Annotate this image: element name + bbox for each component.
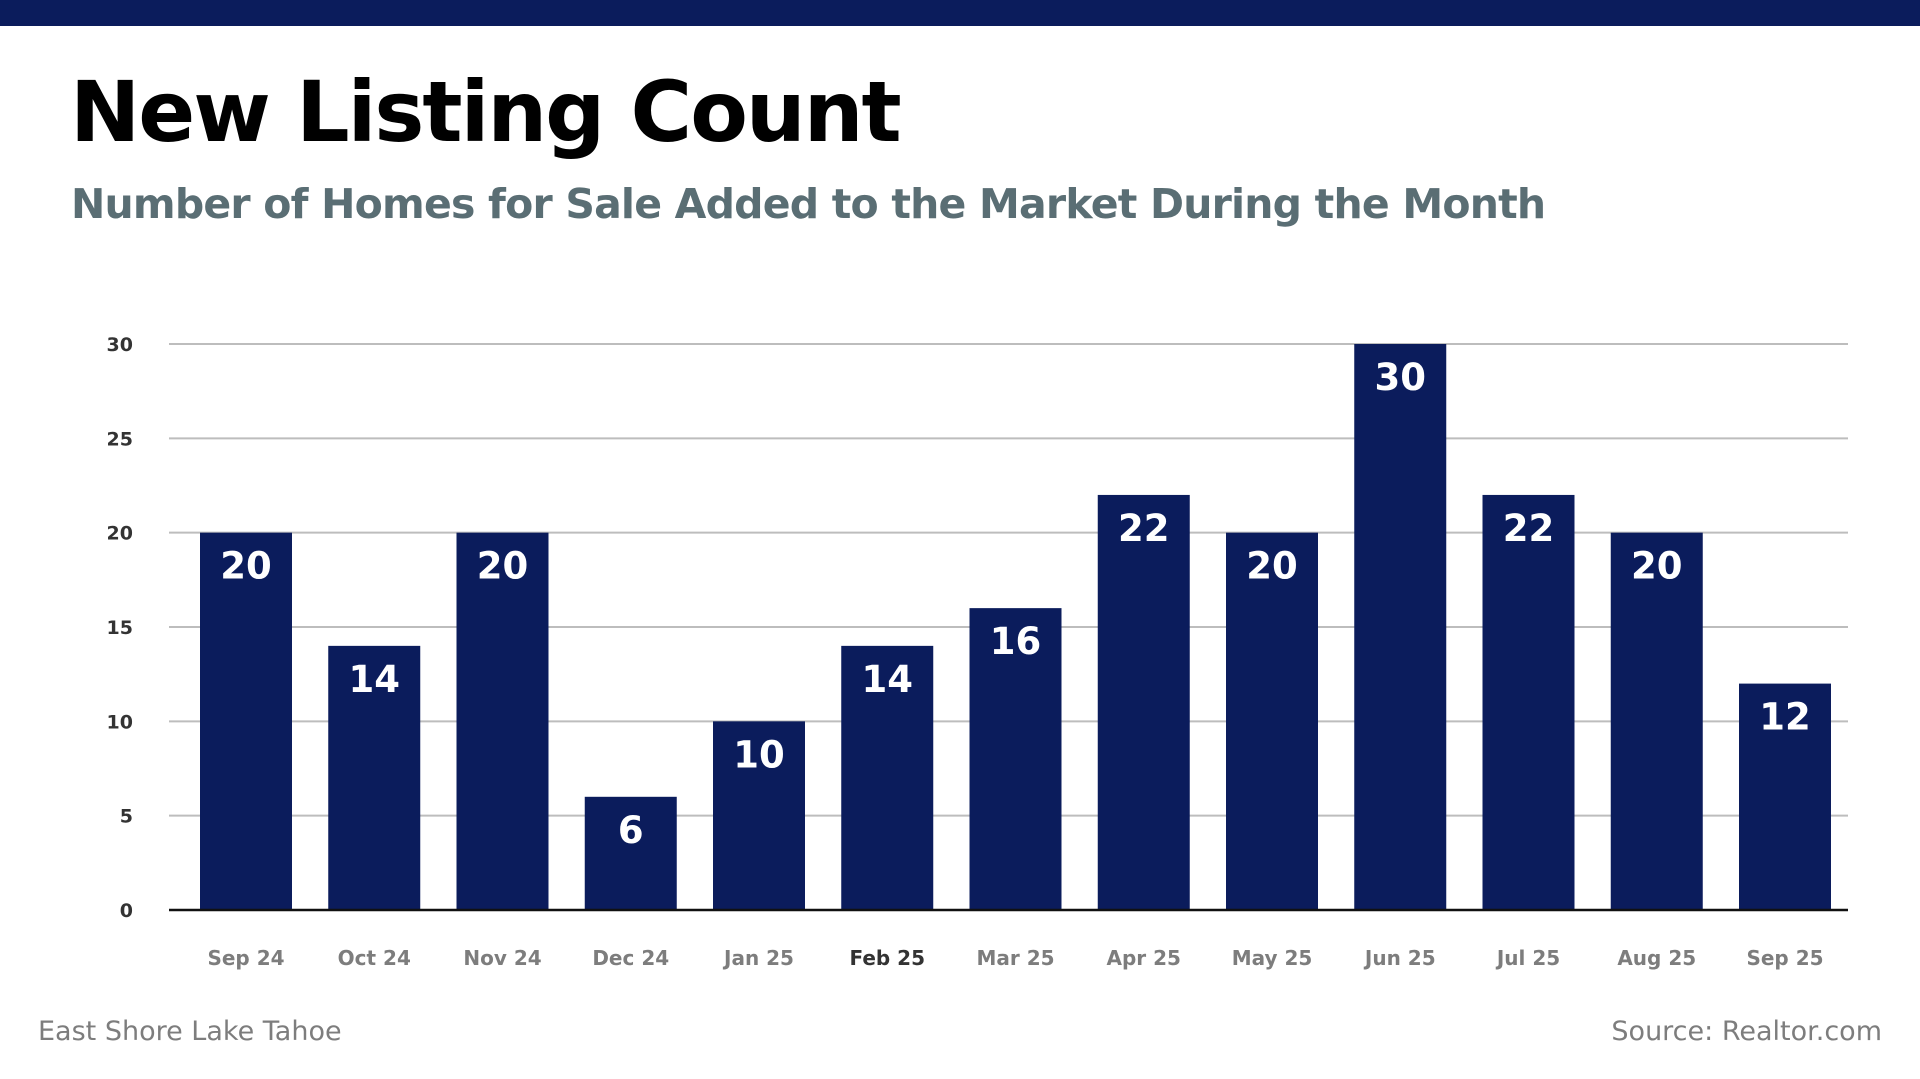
bar-data-label: 14 bbox=[862, 658, 914, 701]
y-tick-label: 30 bbox=[107, 334, 133, 356]
top-accent-bar bbox=[0, 0, 1920, 26]
x-tick-label: Dec 24 bbox=[592, 946, 669, 970]
bar bbox=[328, 645, 421, 910]
x-tick-label: Feb 25 bbox=[849, 946, 925, 970]
bar-data-label: 20 bbox=[477, 545, 529, 588]
x-axis-ticks: Sep 24 Oct 24 Nov 24 Dec 24 Jan 25 Feb 25 Mar … bbox=[207, 946, 1823, 970]
bar-data-label: 16 bbox=[990, 620, 1042, 663]
x-tick-label: Apr 25 bbox=[1107, 946, 1181, 970]
footer-region-label: East Shore Lake Tahoe bbox=[38, 1016, 342, 1047]
y-tick-label: 10 bbox=[107, 711, 133, 733]
bar-data-label: 20 bbox=[1246, 545, 1298, 588]
y-tick-label: 25 bbox=[107, 428, 133, 450]
bar-data-labels: 20 14 20 6 10 14 16 22 20 30 22 20 12 bbox=[220, 356, 1811, 852]
bar-data-label: 20 bbox=[220, 545, 272, 588]
bar-data-label: 22 bbox=[1118, 507, 1170, 550]
y-tick-label: 15 bbox=[107, 617, 133, 639]
footer-source-label: Source: Realtor.com bbox=[1611, 1016, 1882, 1047]
bar bbox=[1610, 532, 1703, 910]
bar-data-label: 10 bbox=[733, 733, 785, 776]
x-tick-label: Aug 25 bbox=[1617, 946, 1696, 970]
y-tick-label: 0 bbox=[120, 900, 133, 922]
x-tick-label: May 25 bbox=[1232, 946, 1313, 970]
bar-data-label: 12 bbox=[1759, 696, 1811, 739]
bars bbox=[200, 344, 1831, 910]
x-tick-label: Jan 25 bbox=[722, 946, 794, 970]
bar-data-label: 22 bbox=[1503, 507, 1555, 550]
bar bbox=[1482, 494, 1575, 910]
x-tick-label: Jul 25 bbox=[1495, 946, 1560, 970]
chart-subtitle: Number of Homes for Sale Added to the Ma… bbox=[71, 180, 1546, 228]
bar bbox=[1226, 532, 1318, 910]
bar bbox=[1097, 494, 1190, 910]
x-tick-label: Jun 25 bbox=[1363, 946, 1436, 970]
y-axis-ticks: 0 5 10 15 20 25 30 bbox=[107, 334, 133, 922]
x-tick-label: Sep 25 bbox=[1746, 946, 1823, 970]
bar-data-label: 30 bbox=[1375, 356, 1427, 399]
bar bbox=[1354, 344, 1447, 910]
bar bbox=[1739, 683, 1831, 910]
bar-data-label: 6 bbox=[618, 809, 644, 852]
x-tick-label: Oct 24 bbox=[338, 946, 411, 970]
y-tick-label: 5 bbox=[120, 806, 133, 828]
x-tick-label: Nov 24 bbox=[463, 946, 541, 970]
bar bbox=[584, 796, 677, 910]
bar bbox=[841, 645, 934, 910]
x-tick-label: Sep 24 bbox=[207, 946, 284, 970]
bar bbox=[969, 608, 1062, 910]
chart-title: New Listing Count bbox=[70, 63, 902, 161]
bar-data-label: 14 bbox=[349, 658, 401, 701]
bar bbox=[456, 532, 549, 910]
x-tick-label: Mar 25 bbox=[976, 946, 1054, 970]
y-tick-label: 20 bbox=[107, 523, 133, 545]
bar bbox=[200, 532, 292, 910]
bar-data-label: 20 bbox=[1631, 545, 1683, 588]
bar bbox=[713, 721, 805, 910]
